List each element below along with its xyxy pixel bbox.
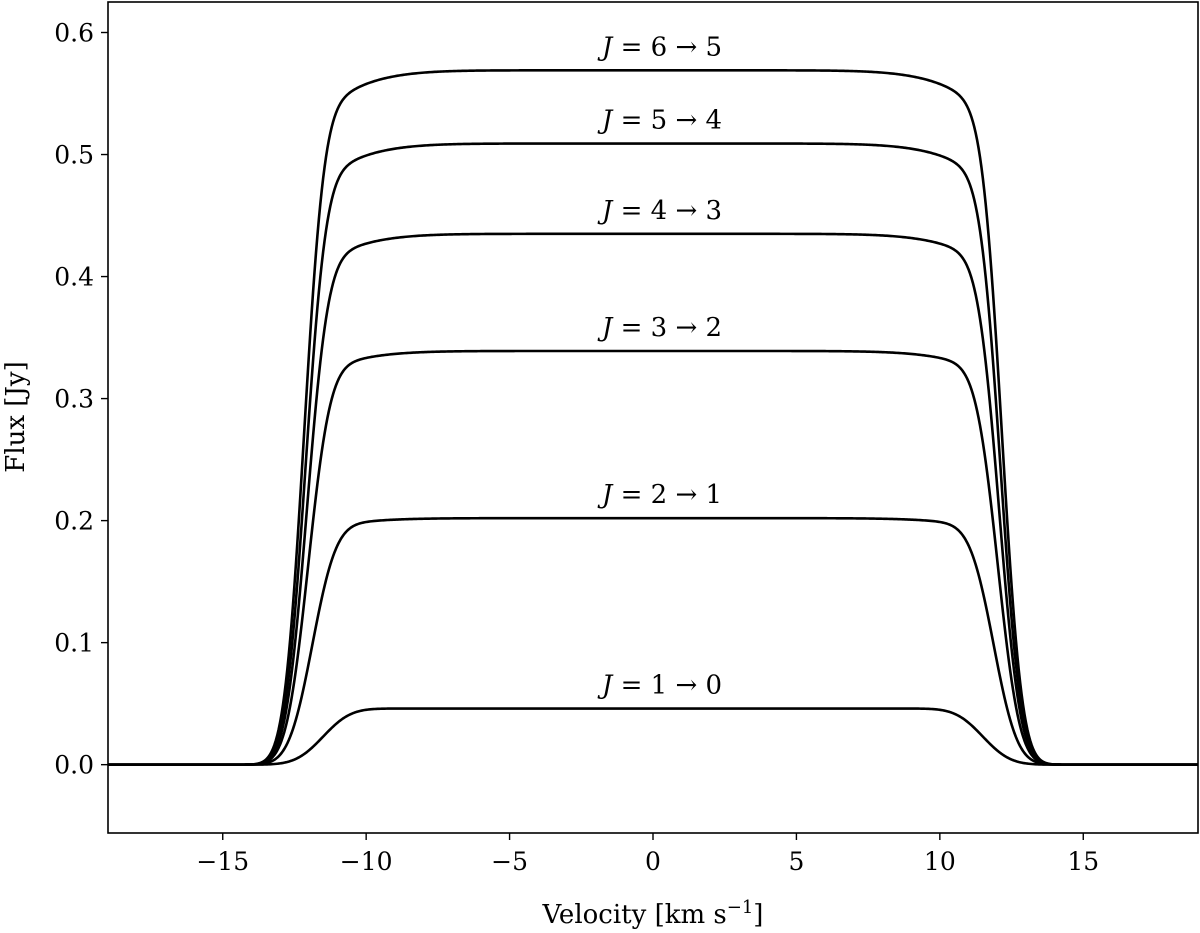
series-line-1 bbox=[108, 707, 1198, 766]
series-line-2 bbox=[108, 516, 1198, 766]
x-axis-label-superscript: −1 bbox=[727, 897, 754, 918]
series-label-2: J = 2 → 1 bbox=[597, 480, 722, 510]
series-line-4 bbox=[108, 232, 1198, 766]
series-label-6: J = 6 → 5 bbox=[597, 32, 722, 62]
series-label-1: J = 1 → 0 bbox=[597, 671, 722, 701]
y-axis-label: Flux [Jy] bbox=[1, 361, 31, 472]
x-axis-label-end: ] bbox=[753, 900, 763, 930]
series-label-variable: J bbox=[597, 106, 614, 136]
series-label-3: J = 3 → 2 bbox=[597, 313, 722, 343]
series-label-4: J = 4 → 3 bbox=[597, 196, 722, 226]
x-tick-label: 0 bbox=[645, 847, 661, 876]
y-axis: 0.0 0.1 0.2 0.3 0.4 0.5 0.6 bbox=[54, 19, 108, 780]
series-lines bbox=[108, 69, 1198, 766]
series-labels: J = 1 → 0J = 2 → 1J = 3 → 2J = 4 → 3J = … bbox=[597, 32, 722, 700]
series-label-text: = 5 → 4 bbox=[612, 106, 722, 136]
x-tick-label: 15 bbox=[1067, 847, 1099, 876]
series-line-5 bbox=[108, 142, 1198, 766]
series-label-text: = 1 → 0 bbox=[612, 671, 722, 701]
series-label-text: = 2 → 1 bbox=[612, 480, 722, 510]
x-tick-label: 10 bbox=[924, 847, 956, 876]
x-tick-label: −10 bbox=[340, 847, 393, 876]
series-label-variable: J bbox=[597, 32, 614, 62]
y-tick-label: 0.2 bbox=[54, 507, 94, 536]
series-line-6 bbox=[108, 69, 1198, 766]
x-tick-label: −15 bbox=[196, 847, 249, 876]
y-tick-label: 0.6 bbox=[54, 19, 94, 48]
y-tick-label: 0.0 bbox=[54, 751, 94, 780]
series-line-3 bbox=[108, 349, 1198, 766]
y-tick-label: 0.1 bbox=[54, 629, 94, 658]
series-label-variable: J bbox=[597, 671, 614, 701]
series-label-text: = 4 → 3 bbox=[612, 196, 722, 226]
series-label-text: = 3 → 2 bbox=[612, 313, 722, 343]
series-label-text: = 6 → 5 bbox=[612, 32, 722, 62]
x-axis-label: Velocity [km s−1] bbox=[542, 897, 764, 930]
y-tick-label: 0.4 bbox=[54, 263, 94, 292]
y-tick-label: 0.3 bbox=[54, 385, 94, 414]
series-label-variable: J bbox=[597, 480, 614, 510]
y-tick-label: 0.5 bbox=[54, 141, 94, 170]
x-tick-label: 5 bbox=[788, 847, 804, 876]
x-tick-label: −5 bbox=[491, 847, 528, 876]
x-axis: −15 −10 −5 0 5 10 15 bbox=[196, 833, 1099, 876]
series-label-variable: J bbox=[597, 196, 614, 226]
series-label-variable: J bbox=[597, 313, 614, 343]
series-label-5: J = 5 → 4 bbox=[597, 106, 722, 136]
